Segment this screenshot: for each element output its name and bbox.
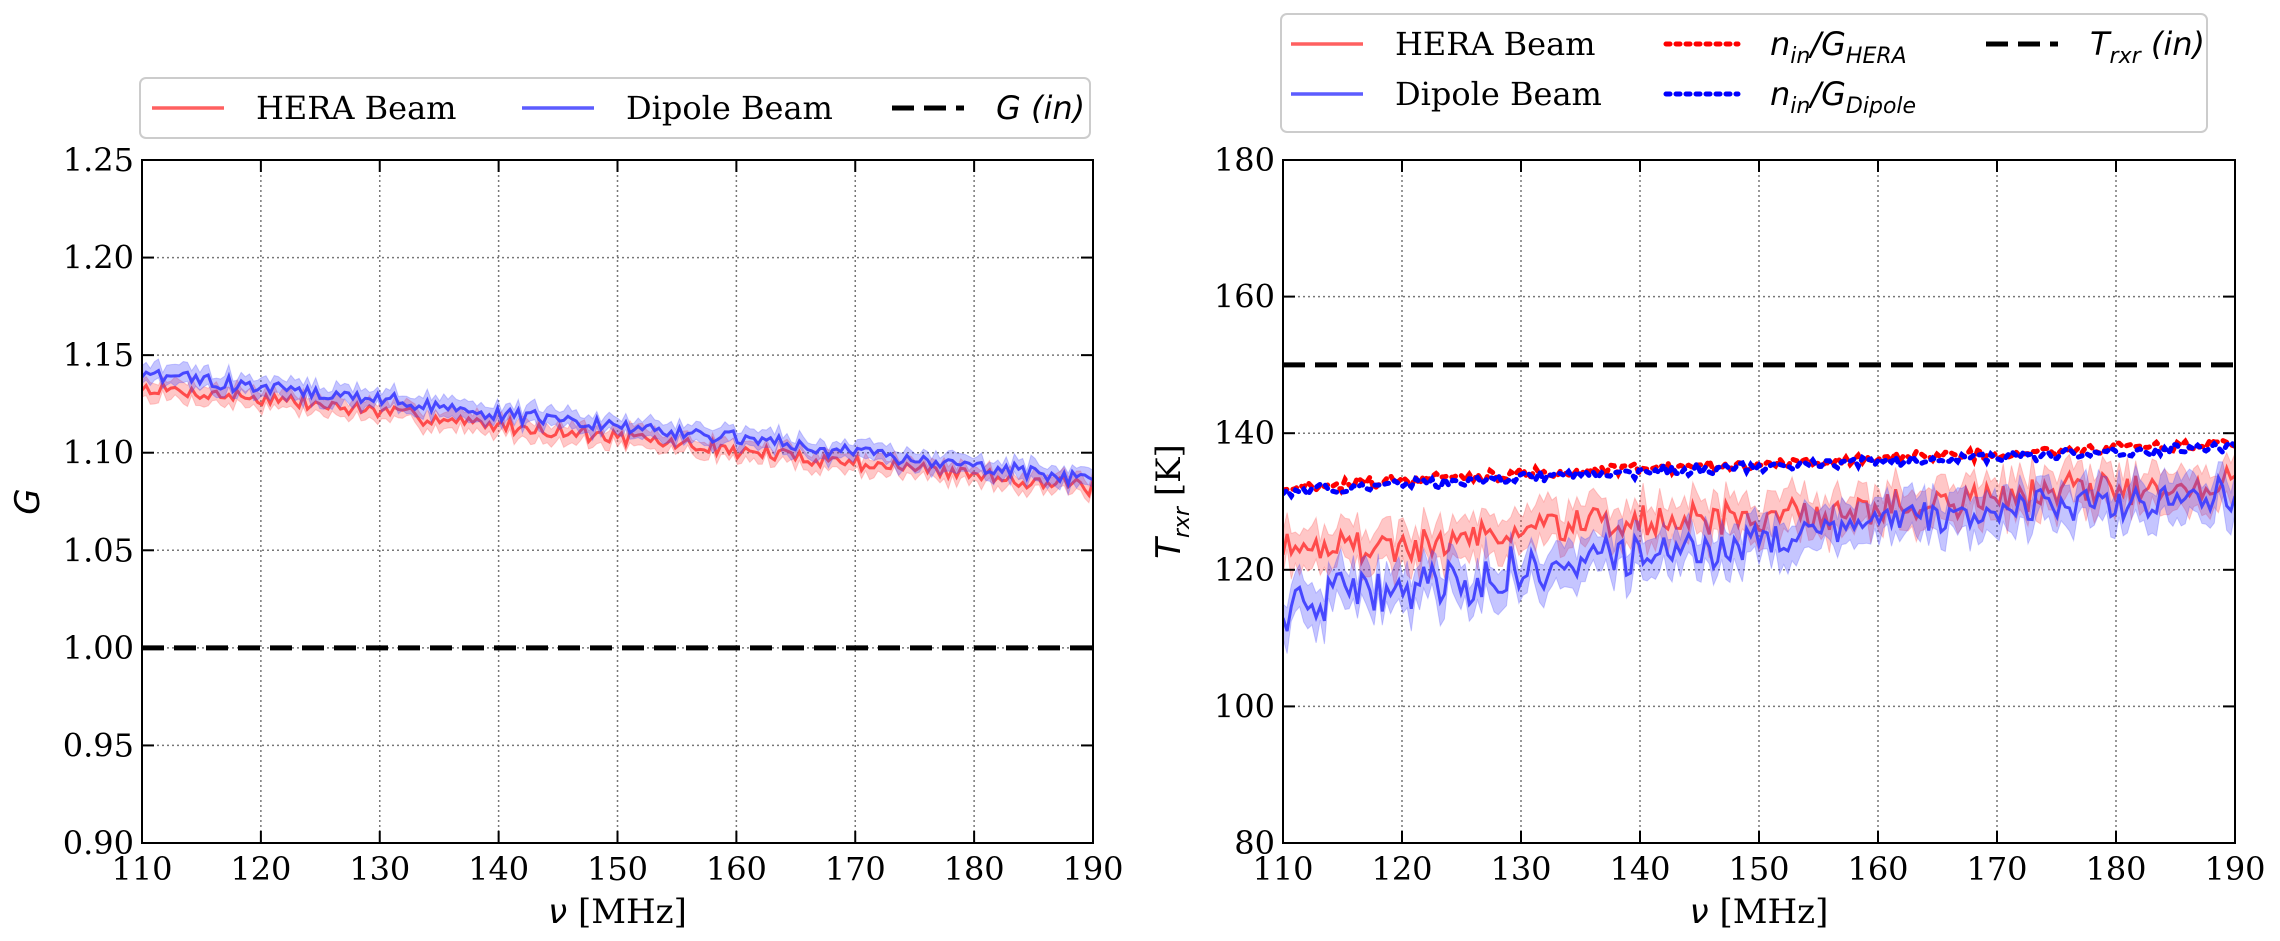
ticks: 110 120 130 140 150 160 170 180 190 0.90 0.95 1.00 1… <box>63 141 1124 888</box>
legend-box <box>139 77 1091 139</box>
legend-symbol: /G <box>1807 75 1846 113</box>
legend-symbol: n <box>1770 75 1790 113</box>
x-tick-label: 110 <box>1252 850 1313 888</box>
y-tick-label: 160 <box>1214 278 1275 316</box>
x-tick-label: 190 <box>1062 850 1123 888</box>
series-line <box>1283 463 2235 567</box>
x-tick-label: 150 <box>587 850 648 888</box>
y-axis-unit: [K] <box>1149 444 1189 507</box>
y-tick-label: 0.90 <box>63 824 134 862</box>
legend-symbol: n <box>1770 25 1790 63</box>
series-line <box>1283 472 2235 632</box>
legend-symbol: /G <box>1807 25 1846 63</box>
plot-area <box>1283 362 2235 654</box>
legend-symbol: (in) <box>2141 25 2205 63</box>
grid <box>142 160 1093 843</box>
x-tick-label: 190 <box>2204 850 2265 888</box>
legend-label: Dipole Beam <box>1395 75 1602 113</box>
series-line-dotted <box>1283 439 2235 501</box>
series-line <box>142 379 1093 499</box>
x-axis-symbol: ν <box>548 892 567 932</box>
y-tick-label: 120 <box>1214 551 1275 589</box>
y-axis-label: G <box>8 488 48 514</box>
series-band <box>1283 461 2235 654</box>
series-band <box>1283 451 2235 587</box>
legend-subscript: in <box>1790 94 1810 119</box>
y-tick-label: 1.05 <box>63 531 134 569</box>
x-axis-label: ν [MHz] <box>1690 892 1829 932</box>
y-axis-symbol: G <box>8 488 48 514</box>
y-tick-label: 80 <box>1234 824 1275 862</box>
plot-area <box>142 358 1093 651</box>
x-tick-label: 130 <box>1490 850 1551 888</box>
legend-label: HERA Beam <box>1395 25 1596 63</box>
y-axis-symbol: T <box>1149 536 1189 559</box>
x-axis-symbol: ν <box>1690 892 1709 932</box>
y-tick-label: 1.20 <box>63 239 134 277</box>
legend-label: nin/GHERA <box>1770 25 1907 69</box>
x-tick-label: 160 <box>706 850 767 888</box>
legend-symbol: T <box>2090 25 2112 63</box>
y-tick-label: 140 <box>1214 414 1275 452</box>
x-tick-label: 140 <box>1609 850 1670 888</box>
y-tick-label: 1.15 <box>63 336 134 374</box>
x-tick-label: 130 <box>349 850 410 888</box>
legend-label: G (in) <box>996 89 1085 127</box>
legend: HERA Beam Dipole Beam G (in) <box>139 77 1091 139</box>
series-line <box>142 368 1093 489</box>
x-tick-label: 180 <box>944 850 1005 888</box>
y-tick-label: 100 <box>1214 687 1275 725</box>
x-tick-label: 170 <box>1966 850 2027 888</box>
x-tick-label: 120 <box>1371 850 1432 888</box>
y-tick-label: 1.10 <box>63 434 134 472</box>
legend-symbol: (in) <box>1021 89 1085 127</box>
ticks: 110 120 130 140 150 160 170 180 190 80 100 120 140 16… <box>1214 141 2266 888</box>
x-axis-label: ν [MHz] <box>548 892 687 932</box>
legend-label: HERA Beam <box>256 89 457 127</box>
legend-box <box>1280 13 2208 133</box>
right-panel: 110 120 130 140 150 160 170 180 190 80 100 120 140 16… <box>1149 13 2266 932</box>
x-tick-label: 150 <box>1728 850 1789 888</box>
x-tick-label: 170 <box>825 850 886 888</box>
x-tick-label: 140 <box>468 850 529 888</box>
x-tick-label: 110 <box>111 850 172 888</box>
y-tick-label: 180 <box>1214 141 1275 179</box>
x-tick-label: 120 <box>230 850 291 888</box>
legend-label: nin/GDipole <box>1770 75 1916 119</box>
legend-subscript: HERA <box>1846 44 1907 69</box>
x-axis-unit: [MHz] <box>1709 892 1829 932</box>
legend-symbol: G <box>996 89 1021 127</box>
legend-subscript: Dipole <box>1846 94 1916 119</box>
y-tick-label: 1.25 <box>63 141 134 179</box>
y-tick-label: 0.95 <box>63 726 134 764</box>
legend-label: Dipole Beam <box>626 89 833 127</box>
legend-subscript: in <box>1790 44 1810 69</box>
y-axis-label: Trxr [K] <box>1149 444 1195 559</box>
x-tick-label: 160 <box>1847 850 1908 888</box>
legend-subscript: rxr <box>2110 44 2143 69</box>
x-axis-unit: [MHz] <box>567 892 687 932</box>
y-tick-label: 1.00 <box>63 629 134 667</box>
legend-label: Trxr (in) <box>2090 25 2205 69</box>
y-axis-subscript: rxr <box>1170 505 1195 538</box>
x-tick-label: 180 <box>2085 850 2146 888</box>
left-panel: 110 120 130 140 150 160 170 180 190 0.90 0.95 1.00 1… <box>8 77 1124 932</box>
